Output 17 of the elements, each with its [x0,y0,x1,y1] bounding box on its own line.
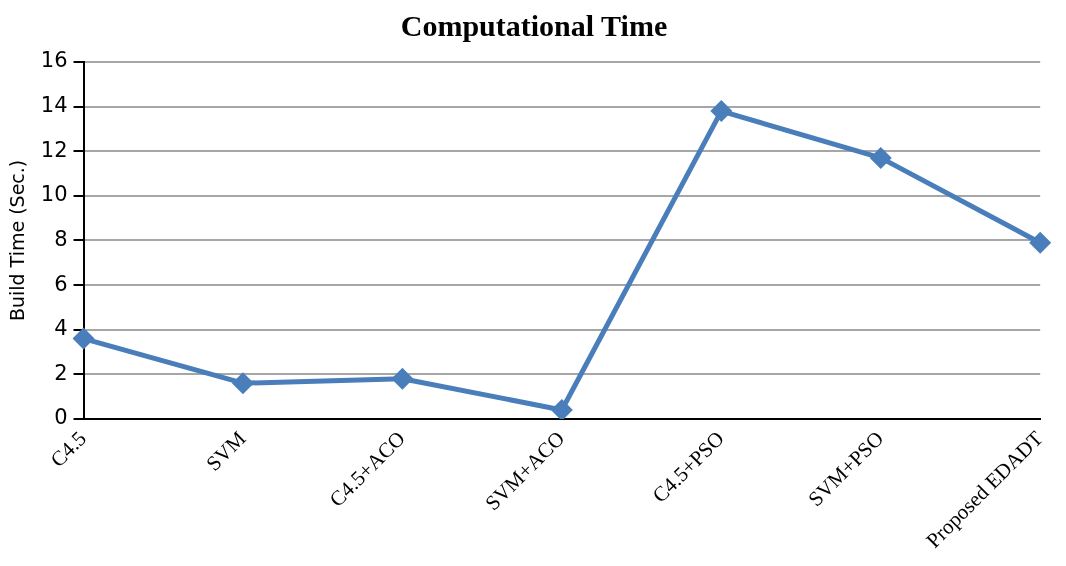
point [710,100,733,123]
chart-title: Computational Time [400,8,668,42]
y-tick-label: 6 [54,271,68,296]
point [72,327,95,350]
point [231,372,254,395]
y-tick-label: 14 [40,93,68,118]
point [869,146,892,169]
point [391,367,414,390]
y-tick-label: 4 [54,316,68,341]
point [550,398,573,419]
y-tick-label: 2 [54,360,68,385]
y-tick-label: 16 [40,48,68,73]
y-tick-label: 12 [40,137,68,162]
point [1029,231,1052,254]
y-tick-label: 8 [54,226,68,251]
y-tick-label: 10 [40,182,68,207]
y-axis-title: Build Time (Sec.) [6,159,29,322]
